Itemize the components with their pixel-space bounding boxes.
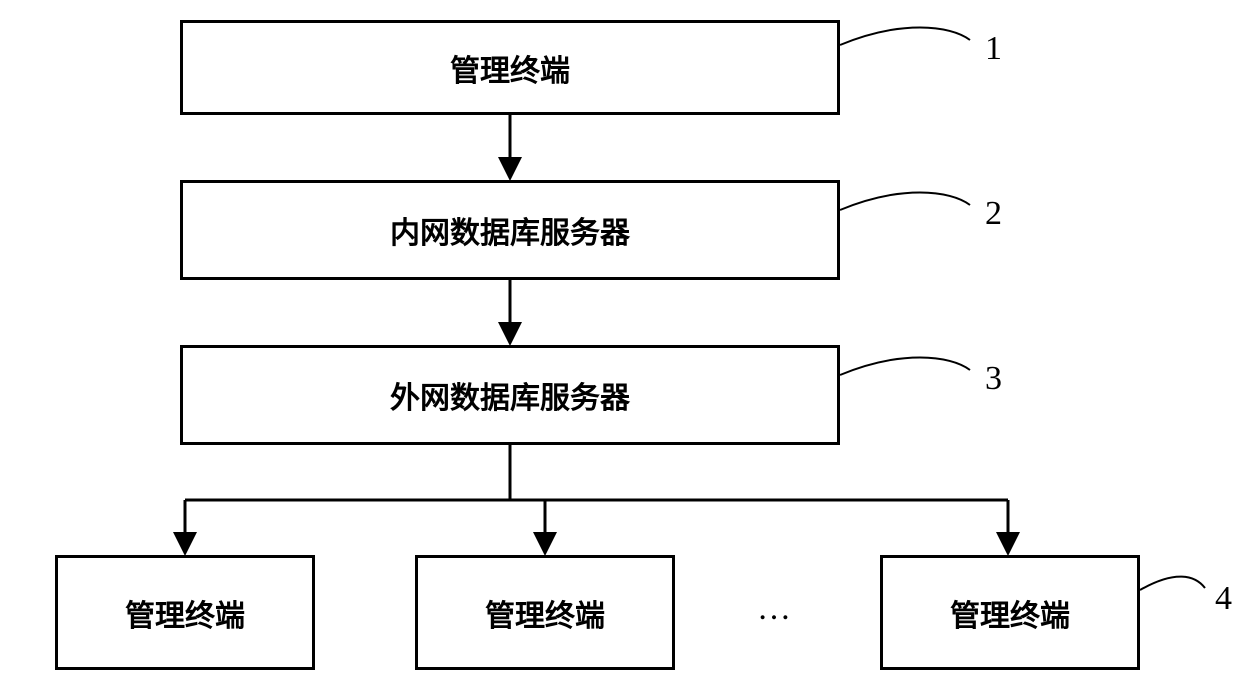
callout-curve-1 xyxy=(840,28,970,46)
callout-curve-2 xyxy=(840,193,970,211)
callout-curve-3 xyxy=(840,358,970,376)
callout-curve-4 xyxy=(1140,577,1205,590)
connector-overlay xyxy=(0,0,1239,693)
